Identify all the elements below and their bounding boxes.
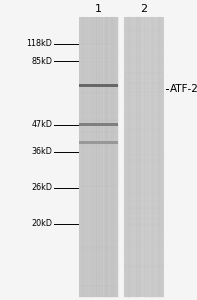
- Bar: [79, 83, 118, 88]
- Text: 47kD: 47kD: [31, 120, 52, 129]
- Bar: [79, 16, 118, 297]
- Text: 85kD: 85kD: [31, 57, 52, 66]
- Bar: [79, 141, 118, 144]
- Text: 2: 2: [140, 4, 147, 14]
- Bar: [124, 16, 164, 297]
- Text: 36kD: 36kD: [31, 147, 52, 156]
- Text: ATF-2: ATF-2: [170, 83, 197, 94]
- Bar: [79, 123, 118, 126]
- Text: 20kD: 20kD: [31, 219, 52, 228]
- Text: 1: 1: [95, 4, 102, 14]
- Text: 118kD: 118kD: [26, 39, 52, 48]
- Text: 26kD: 26kD: [31, 183, 52, 192]
